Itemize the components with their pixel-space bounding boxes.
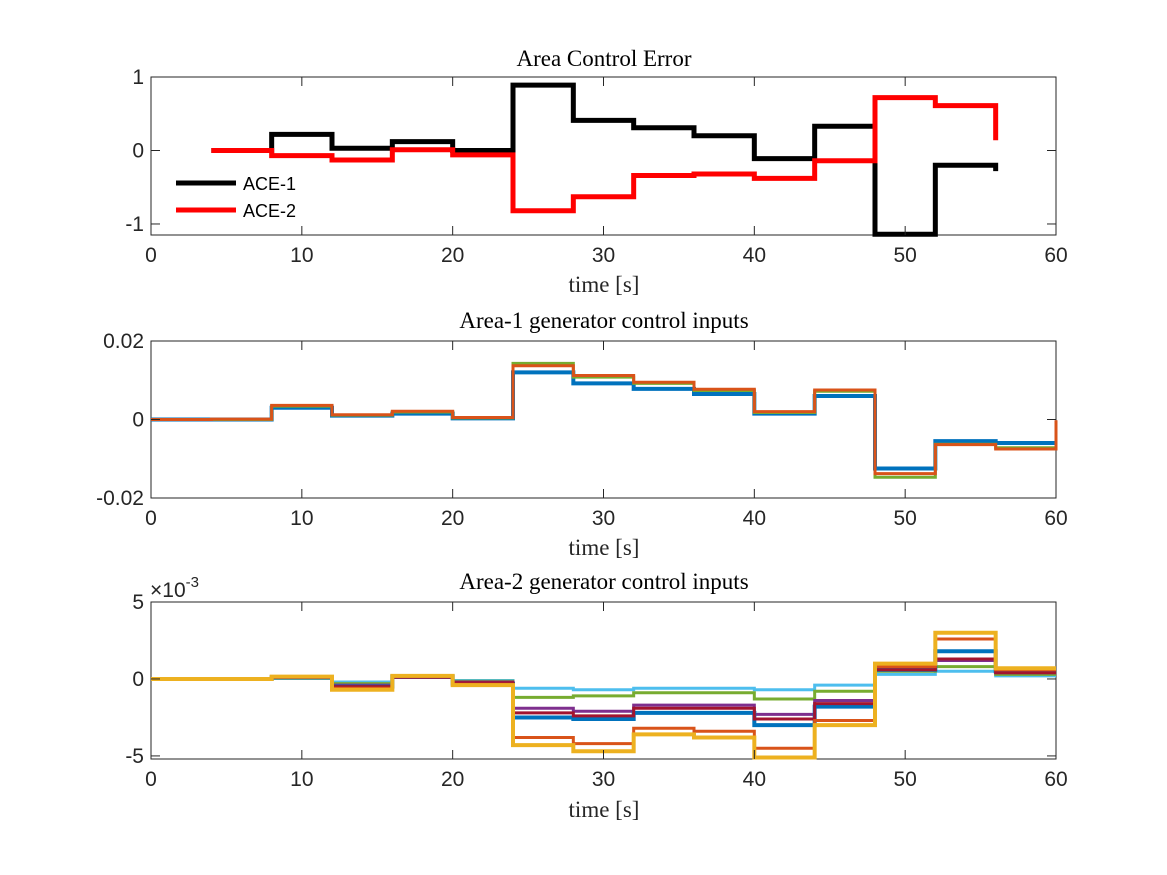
panel-area2-xtick-label-30: 30 (592, 768, 615, 791)
exponent-power: -3 (186, 574, 199, 591)
panel-area2-y-exponent: ×10-3 (150, 574, 199, 602)
exponent-base: ×10 (150, 579, 186, 602)
panel-ace-xtick-label-40: 40 (743, 244, 766, 267)
panel-ace-xtick-label-20: 20 (441, 244, 464, 267)
panel-area2-xtick-label-60: 60 (1044, 768, 1067, 791)
panel-area2: Area-2 generator control inputs 0 10 20 30 4… (125, 569, 1067, 822)
panel-ace-series-ace-2 (211, 95, 999, 214)
panel-area2-xtick-label-20: 20 (441, 768, 464, 791)
panel-ace-xtick-label-10: 10 (290, 244, 313, 267)
panel-area2-plot-area (151, 630, 1056, 760)
legend-label-ace-1: ACE-1 (243, 174, 296, 194)
panel-area1-xtick-label-30: 30 (592, 507, 615, 530)
panel-area2-axes (150, 601, 1057, 760)
panel-area1: Area-1 generator control inputs 0 10 20 30 4… (96, 308, 1068, 560)
panel-area1-xtick-label-20: 20 (441, 507, 464, 530)
panel-ace-xtick-label-30: 30 (592, 244, 615, 267)
panel-area1-xtick-label-10: 10 (290, 507, 313, 530)
panel-area2-xtick-label-0: 0 (145, 768, 157, 791)
legend: ACE-1 ACE-2 (176, 174, 296, 221)
panel-ace-ytick-label-2: 1 (132, 66, 144, 89)
panel-area2-xtick-label-10: 10 (290, 768, 313, 791)
panel-area1-title: Area-1 generator control inputs (459, 308, 748, 333)
panel-area2-ticks: 0 10 20 30 40 50 60-505 (125, 591, 1067, 791)
legend-label-ace-2: ACE-2 (243, 201, 296, 221)
panel-area1-axes (150, 340, 1057, 499)
panel-area1-xtick-label-0: 0 (145, 507, 157, 530)
panel-area2-ytick-label-1: 0 (132, 668, 144, 691)
panel-ace-plot-area (211, 82, 999, 237)
panel-area1-xtick-label-40: 40 (743, 507, 766, 530)
panel-area1-series-3 (151, 364, 1058, 476)
panel-ace-xtick-label-0: 0 (145, 244, 157, 267)
panel-ace-xtick-label-60: 60 (1044, 244, 1067, 267)
panel-ace-xtick-label-50: 50 (893, 244, 916, 267)
panel-area1-xtick-label-50: 50 (893, 507, 916, 530)
panel-area2-xtick-label-40: 40 (743, 768, 766, 791)
panel-area1-xlabel: time [s] (569, 535, 640, 560)
panel-ace: Area Control Error 0 10 20 30 40 50 60-101 tim… (125, 46, 1067, 297)
panel-area1-xtick-label-60: 60 (1044, 507, 1067, 530)
panel-area2-title: Area-2 generator control inputs (459, 569, 748, 594)
panel-ace-ytick-label-0: -1 (125, 213, 144, 236)
panel-ace-series-ace-1 (211, 82, 999, 237)
legend-entry-ace-2: ACE-2 (176, 201, 296, 221)
panel-area1-ytick-label-2: 0.02 (103, 330, 144, 353)
panel-area2-xtick-label-50: 50 (893, 768, 916, 791)
panel-area1-ytick-label-0: -0.02 (96, 487, 144, 510)
panel-ace-title: Area Control Error (517, 46, 692, 71)
panel-ace-xlabel: time [s] (569, 272, 640, 297)
legend-entry-ace-1: ACE-1 (176, 174, 296, 194)
panel-area2-ytick-label-2: 5 (132, 591, 144, 614)
panel-area2-xlabel: time [s] (569, 797, 640, 822)
panel-ace-ticks: 0 10 20 30 40 50 60-101 (125, 66, 1067, 267)
panel-ace-ytick-label-1: 0 (132, 139, 144, 162)
panel-area2-ytick-label-0: -5 (125, 745, 144, 768)
panel-area2-series-7 (151, 630, 1056, 760)
panel-area1-plot-area (151, 361, 1058, 479)
panel-area1-ytick-label-1: 0 (132, 409, 144, 432)
